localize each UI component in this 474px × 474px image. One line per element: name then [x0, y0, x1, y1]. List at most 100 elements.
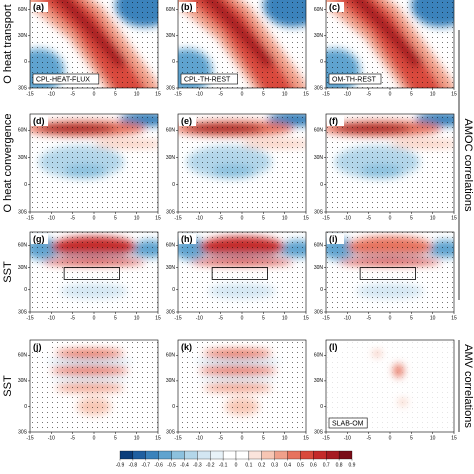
- x-tick-label: -5: [218, 91, 223, 97]
- name-box: [180, 73, 238, 85]
- y-tick-label: 30S: [314, 429, 324, 435]
- colorbar-tick-label: -0.6: [154, 462, 163, 468]
- y-tick-label: 60N: [18, 7, 28, 13]
- label-box: [327, 342, 344, 352]
- colorbar-cell: [184, 450, 198, 460]
- panel-label: (j): [33, 342, 42, 352]
- y-tick-label: 30N: [166, 33, 176, 39]
- panel: [30, 340, 158, 432]
- x-tick-label: 10: [134, 215, 140, 221]
- colorbar-cell: [171, 450, 185, 460]
- x-tick-label: 15: [303, 215, 309, 221]
- x-tick-label: -10: [196, 435, 203, 441]
- x-tick-label: -15: [322, 91, 329, 97]
- label-box: [327, 116, 344, 126]
- x-tick-label: 0: [93, 315, 96, 321]
- x-tick-label: -15: [26, 435, 33, 441]
- y-tick-label: 0: [172, 404, 175, 410]
- panel: [178, 232, 306, 312]
- y-tick-label: 0: [320, 287, 323, 293]
- colorbar-cell: [248, 450, 262, 460]
- x-tick-label: -10: [344, 91, 351, 97]
- colorbar-tick-label: 0.3: [271, 462, 278, 468]
- y-tick-label: 60N: [18, 128, 28, 134]
- colorbar-cell: [158, 450, 172, 460]
- x-tick-label: 0: [93, 215, 96, 221]
- x-tick-label: 10: [134, 315, 140, 321]
- row-label: O heat convergence: [2, 113, 14, 212]
- stipple: [178, 340, 306, 432]
- x-tick-label: 0: [241, 435, 244, 441]
- x-tick-label: 15: [451, 315, 457, 321]
- stipple: [326, 0, 454, 88]
- name-box: [328, 417, 368, 429]
- colorbar-cell: [313, 450, 327, 460]
- x-tick-label: 5: [114, 91, 117, 97]
- y-tick-label: 30N: [18, 265, 28, 271]
- side-label: AMOC correlations: [462, 119, 474, 212]
- x-tick-label: -5: [366, 91, 371, 97]
- x-tick-label: 5: [114, 435, 117, 441]
- y-tick-label: 30S: [18, 309, 28, 315]
- colorbar-cell: [235, 450, 250, 460]
- colorbar-tick-label: -0.3: [193, 462, 202, 468]
- colorbar-cell: [145, 450, 159, 460]
- label-box: [179, 116, 196, 126]
- colorbar-cell: [338, 450, 353, 460]
- colorbar-cell: [287, 450, 301, 460]
- colorbar-cell: [300, 450, 314, 460]
- y-tick-label: 30N: [166, 378, 176, 384]
- panel: [326, 340, 454, 432]
- x-tick-label: -5: [366, 435, 371, 441]
- panel: [326, 114, 454, 212]
- y-tick-label: 30S: [18, 85, 28, 91]
- x-tick-label: -15: [174, 215, 181, 221]
- y-tick-label: 60N: [166, 243, 176, 249]
- y-tick-label: 30S: [18, 429, 28, 435]
- x-tick-label: 15: [155, 91, 161, 97]
- x-tick-label: 15: [155, 315, 161, 321]
- colorbar-cell: [274, 450, 288, 460]
- colorbar-tick-label: -0.7: [141, 462, 150, 468]
- panel-label: (b): [181, 2, 193, 12]
- y-tick-label: 60N: [166, 353, 176, 359]
- y-tick-label: 60N: [314, 243, 324, 249]
- x-tick-label: 0: [93, 435, 96, 441]
- x-tick-label: 0: [389, 315, 392, 321]
- index-box: [359, 267, 416, 280]
- stipple: [30, 232, 158, 312]
- row-label: SST: [2, 261, 14, 283]
- x-tick-label: 0: [389, 91, 392, 97]
- panel: [326, 232, 454, 312]
- y-tick-label: 0: [320, 59, 323, 65]
- index-box: [63, 267, 120, 280]
- x-tick-label: 0: [389, 215, 392, 221]
- panel: [178, 340, 306, 432]
- y-tick-label: 30N: [18, 378, 28, 384]
- index-box: [211, 267, 268, 280]
- y-tick-label: 60N: [314, 353, 324, 359]
- x-tick-label: -15: [26, 215, 33, 221]
- x-tick-label: -15: [174, 315, 181, 321]
- x-tick-label: 15: [155, 215, 161, 221]
- y-tick-label: 30N: [314, 33, 324, 39]
- stipple: [326, 232, 454, 312]
- y-tick-label: 0: [24, 182, 27, 188]
- label-box: [327, 234, 344, 244]
- panel: [30, 114, 158, 212]
- x-tick-label: 5: [114, 215, 117, 221]
- x-tick-label: 5: [410, 91, 413, 97]
- label-box: [31, 234, 48, 244]
- panel-label: (l): [329, 342, 338, 352]
- panel: [30, 0, 158, 88]
- label-box: [31, 342, 48, 352]
- colorbar-tick-label: 0.9: [349, 462, 356, 468]
- y-tick-label: 60N: [314, 7, 324, 13]
- x-tick-label: 0: [241, 315, 244, 321]
- colorbar-cell: [326, 450, 340, 460]
- y-tick-label: 0: [172, 287, 175, 293]
- label-box: [327, 2, 344, 12]
- colorbar-tick-label: -0.2: [206, 462, 215, 468]
- panel-label: (e): [181, 116, 192, 126]
- y-tick-label: 30N: [314, 265, 324, 271]
